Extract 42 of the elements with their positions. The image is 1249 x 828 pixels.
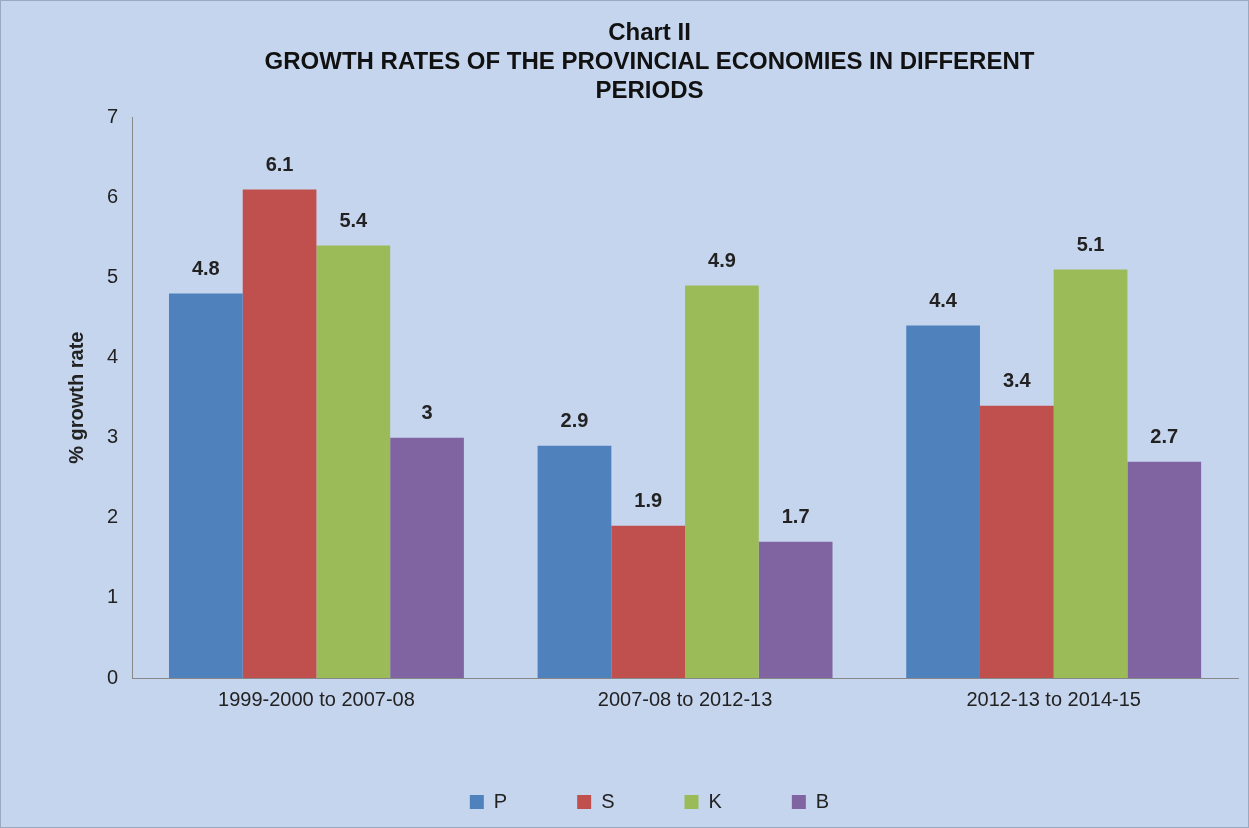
bar [685, 285, 759, 678]
data-label: 3.4 [1002, 369, 1032, 392]
bar [1053, 269, 1128, 678]
data-label: 4.4 [929, 289, 958, 312]
data-label: 4.9 [708, 249, 736, 272]
bar [611, 525, 686, 678]
x-tick-label: 2012-13 to 2014-15 [966, 687, 1141, 710]
data-label: 1.9 [634, 489, 663, 512]
y-tick-label: 3 [107, 425, 119, 448]
y-tick-label: 6 [107, 185, 119, 207]
x-tick-label: 1999-2000 to 2007-08 [218, 687, 415, 710]
data-label: 5.4 [339, 209, 369, 232]
bar [390, 437, 464, 678]
y-tick-label: 4 [107, 345, 119, 368]
data-label: 1.7 [781, 505, 810, 528]
data-label: 3 [421, 401, 433, 424]
bar [242, 189, 317, 678]
y-tick-label: 7 [107, 104, 119, 127]
bar [537, 445, 612, 678]
y-tick-label: 1 [107, 585, 119, 608]
data-label: 2.7 [1150, 425, 1179, 448]
chart-title: Chart II [608, 18, 691, 46]
chart-subtitle: GROWTH RATES OF THE PROVINCIAL ECONOMIES IN DIFFERENT PERIODS [264, 46, 1035, 103]
y-tick-label: 2 [107, 505, 119, 528]
data-label: 4.8 [191, 257, 220, 280]
data-label: 5.1 [1076, 233, 1105, 256]
legend-label: P [493, 789, 508, 812]
legend-label: K [708, 789, 723, 812]
data-label: 6.1 [265, 152, 294, 175]
bar [316, 245, 391, 678]
bar [906, 325, 980, 678]
x-tick-label: 2007-08 to 2012-13 [597, 687, 773, 710]
bar [168, 293, 243, 678]
data-label: 2.9 [560, 409, 589, 432]
legend-label: B [815, 789, 830, 812]
y-tick-label: 5 [107, 265, 119, 288]
y-axis-title: % growth rate [64, 331, 87, 464]
bar [758, 541, 833, 678]
bar [979, 405, 1054, 678]
y-tick-label: 0 [107, 665, 119, 688]
legend-label: S [601, 789, 615, 812]
bar [1127, 461, 1202, 678]
